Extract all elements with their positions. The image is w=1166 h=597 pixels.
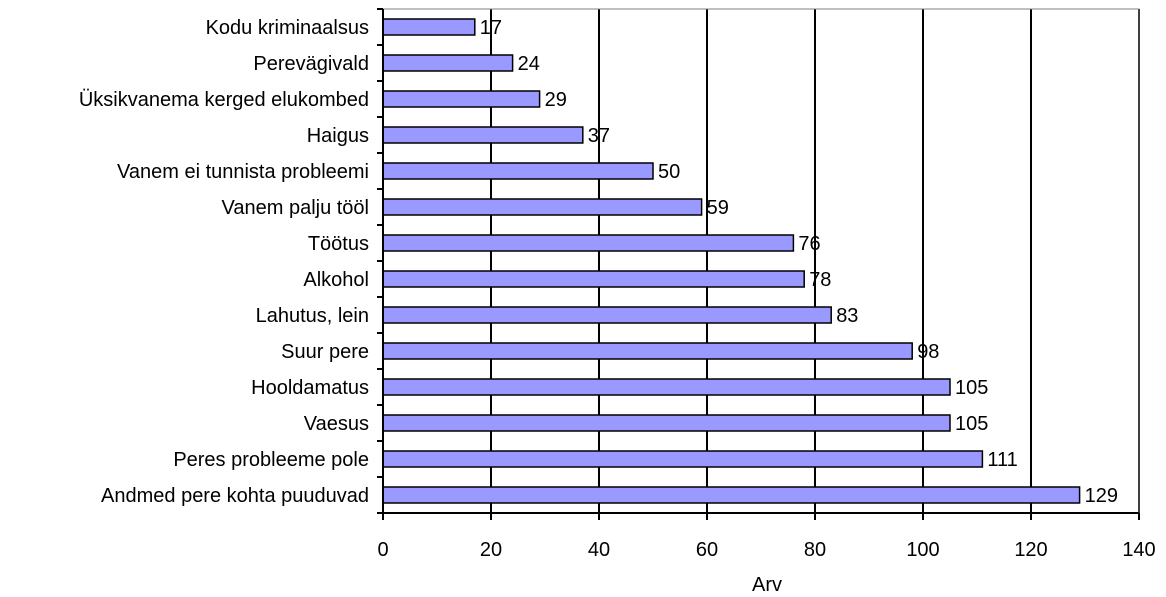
x-tick-label: 0 [377,539,388,561]
category-labels: Kodu kriminaalsus Perevägivald Üksikvanema… [79,17,369,507]
plot-area-frame [382,8,1140,514]
axes [377,8,1140,520]
data-label: 24 [518,53,540,75]
bar [382,270,805,288]
x-tick-label: 60 [696,539,718,561]
bar [382,414,951,432]
data-label: 50 [658,161,680,183]
category-label: Vanem palju tööl [222,197,370,219]
bar [382,234,795,252]
category-label: Hooldamatus [251,377,369,399]
category-label: Lahutus, lein [256,305,369,327]
category-label: Alkohol [303,269,369,291]
bar [382,342,913,360]
bar [382,18,476,36]
x-tick-label: 80 [804,539,826,561]
category-label: Suur pere [281,341,369,363]
category-label: Andmed pere kohta puuduvad [101,485,369,507]
category-label: Haigus [307,125,369,147]
x-axis-title: Arv [752,574,782,596]
data-label: 105 [955,413,988,435]
x-tick-label: 120 [1014,539,1047,561]
data-label: 59 [707,197,729,219]
category-label: Peres probleeme pole [173,449,369,471]
data-label: 105 [955,377,988,399]
bar [382,126,584,144]
data-label: 98 [917,341,939,363]
bar [382,90,541,108]
bar [382,198,703,216]
tick-labels: 0 20 40 60 80 100 120 140 [377,539,1155,561]
bar [382,450,984,468]
x-tick-label: 140 [1122,539,1155,561]
data-label: 37 [588,125,610,147]
bar [382,54,514,72]
bar [382,306,832,324]
data-label: 29 [545,89,567,111]
bar [382,162,654,180]
x-tick-label: 20 [480,539,502,561]
data-label: 129 [1085,485,1118,507]
category-label: Vaesus [304,413,369,435]
data-label: 17 [480,17,502,39]
data-label: 83 [836,305,858,327]
category-label: Töötus [308,233,369,255]
category-label: Vanem ei tunnista probleemi [117,161,369,183]
data-label: 111 [987,449,1017,471]
category-label: Perevägivald [253,53,369,75]
x-tick-label: 40 [588,539,610,561]
gridlines [490,9,1140,513]
data-label: 78 [809,269,831,291]
bar [382,486,1081,504]
category-label: Üksikvanema kerged elukombed [79,89,369,111]
x-tick-label: 100 [906,539,939,561]
data-label: 76 [798,233,820,255]
bar [382,378,951,396]
category-label: Kodu kriminaalsus [206,17,369,39]
